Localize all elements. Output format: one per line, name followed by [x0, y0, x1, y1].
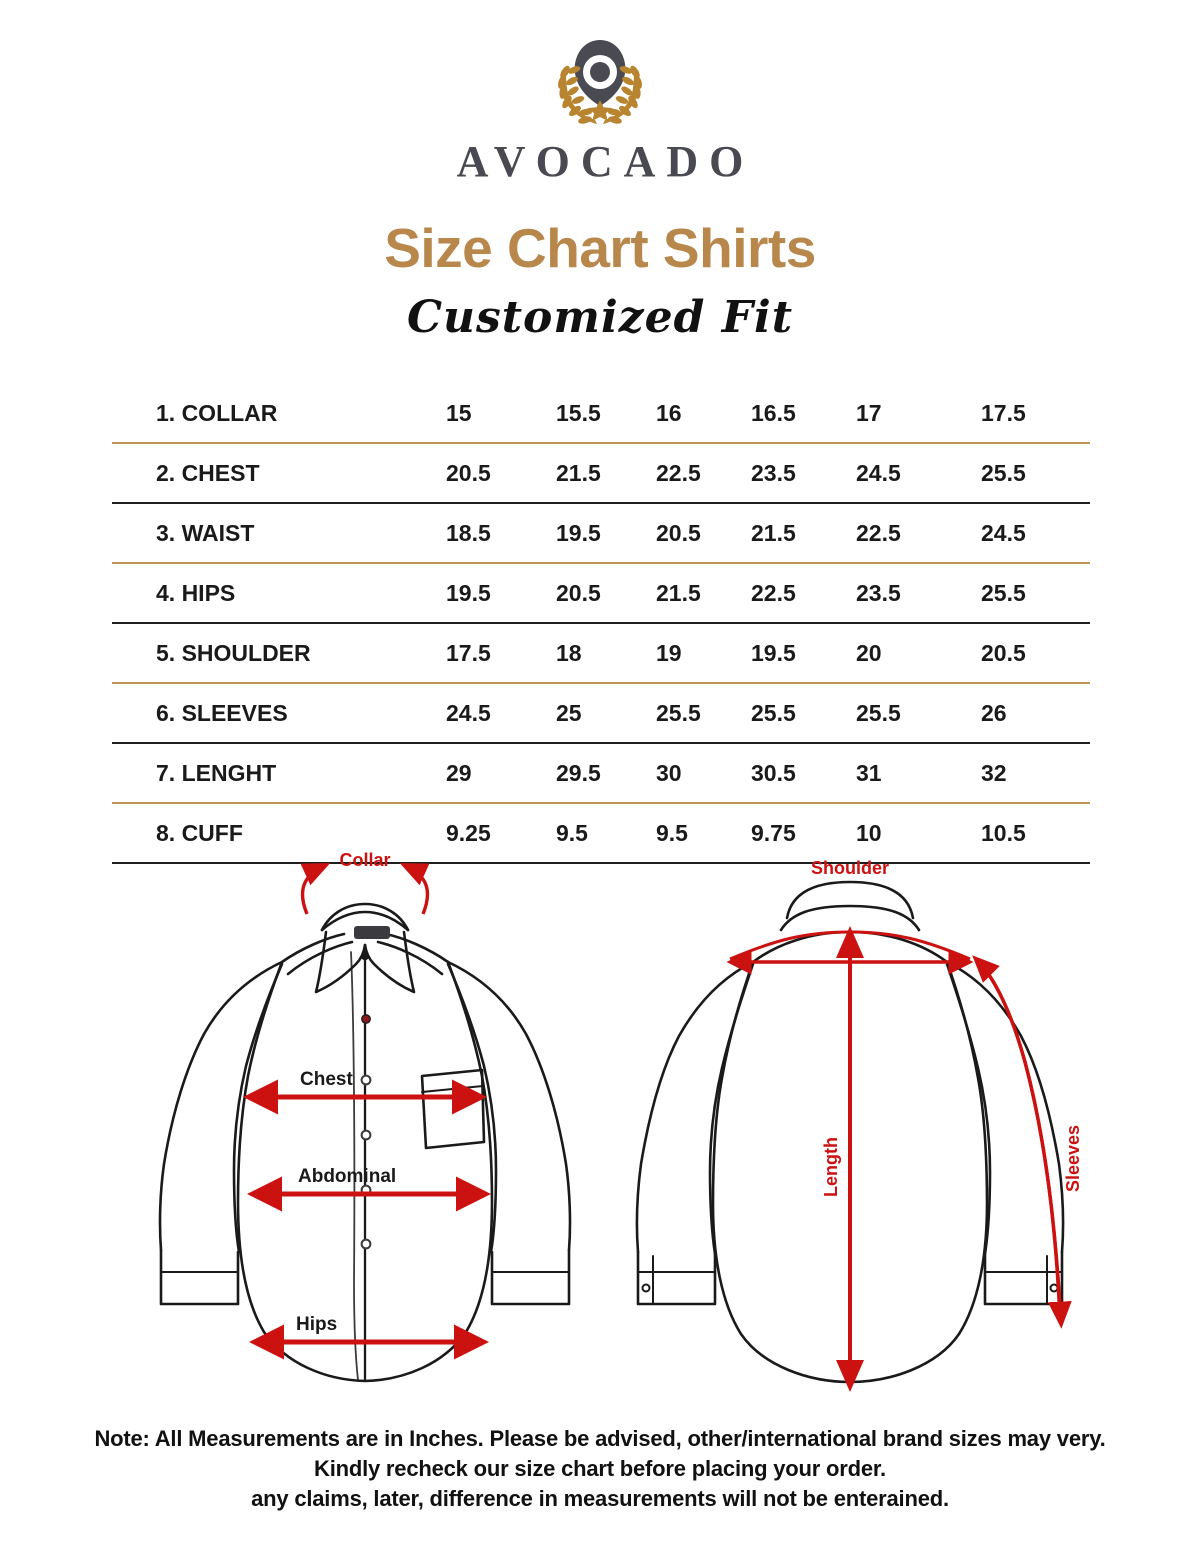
table-row: 1. COLLAR 15 15.5 16 16.5 17 17.5 — [112, 384, 1090, 444]
row-value: 21.5 — [751, 503, 856, 564]
page-title: Size Chart Shirts — [384, 217, 816, 279]
row-value: 22.5 — [856, 503, 981, 564]
avocado-laurel-logo-icon — [558, 40, 642, 124]
row-label: 5. SHOULDER — [112, 623, 446, 684]
row-value: 10.5 — [981, 803, 1090, 864]
row-value: 21.5 — [656, 563, 751, 624]
row-label: 1. COLLAR — [112, 384, 446, 444]
brand-header: AVOCADO — [0, 32, 1200, 187]
sleeves-measure-arrow-down — [975, 958, 1072, 1329]
row-value: 18.5 — [446, 503, 556, 564]
row-value: 20.5 — [556, 563, 656, 624]
row-value: 9.25 — [446, 803, 556, 864]
row-value: 17.5 — [981, 384, 1090, 444]
brand-name: AVOCADO — [456, 137, 755, 186]
row-value: 20.5 — [446, 443, 556, 504]
shoulder-label: Shoulder — [811, 858, 889, 878]
row-value: 15 — [446, 384, 556, 444]
row-value: 24.5 — [981, 503, 1090, 564]
row-value: 24.5 — [856, 443, 981, 504]
row-value: 29.5 — [556, 743, 656, 804]
table-row: 7. LENGHT 29 29.5 30 30.5 31 32 — [112, 743, 1090, 804]
row-label: 8. CUFF — [112, 803, 446, 864]
shirt-front-illustration: Collar Chest Abdominal Hips — [158, 852, 572, 1383]
collar-measure-arrows — [300, 863, 430, 915]
button-icon — [360, 1074, 372, 1086]
row-value: 30.5 — [751, 743, 856, 804]
row-label: 6. SLEEVES — [112, 683, 446, 744]
row-value: 22.5 — [656, 443, 751, 504]
row-value: 19.5 — [556, 503, 656, 564]
row-value: 9.5 — [656, 803, 751, 864]
shirt-back-diagram: Shoulder Length Sleeves — [605, 852, 1095, 1412]
row-label: 7. LENGHT — [112, 743, 446, 804]
row-value: 25.5 — [656, 683, 751, 744]
row-value: 17 — [856, 384, 981, 444]
row-value: 24.5 — [446, 683, 556, 744]
row-value: 25.5 — [981, 443, 1090, 504]
page-subtitle: Customized Fit — [406, 292, 794, 343]
row-value: 32 — [981, 743, 1090, 804]
note-line-2: Kindly recheck our size chart before pla… — [314, 1456, 886, 1481]
row-value: 15.5 — [556, 384, 656, 444]
button-icon — [360, 1129, 372, 1141]
button-icon — [360, 1238, 372, 1250]
abdominal-label: Abdominal — [298, 1166, 396, 1187]
row-value: 21.5 — [556, 443, 656, 504]
button-icon — [361, 1014, 371, 1024]
row-value: 17.5 — [446, 623, 556, 684]
note-line-3: any claims, later, difference in measure… — [251, 1486, 949, 1511]
row-value: 25.5 — [751, 683, 856, 744]
row-value: 25 — [556, 683, 656, 744]
size-chart-table: 1. COLLAR 15 15.5 16 16.5 17 17.5 2. CHE… — [112, 384, 1090, 864]
row-value: 22.5 — [751, 563, 856, 624]
row-value: 20 — [856, 623, 981, 684]
row-value: 19.5 — [446, 563, 556, 624]
row-label: 4. HIPS — [112, 563, 446, 624]
note-line-1: Note: All Measurements are in Inches. Pl… — [94, 1426, 1106, 1451]
row-label: 3. WAIST — [112, 503, 446, 564]
row-value: 23.5 — [751, 443, 856, 504]
row-value: 30 — [656, 743, 751, 804]
row-value: 25.5 — [856, 683, 981, 744]
row-value: 16 — [656, 384, 751, 444]
table-row: 5. SHOULDER 17.5 18 19 19.5 20 20.5 — [112, 623, 1090, 684]
row-value: 20.5 — [981, 623, 1090, 684]
row-value: 19 — [656, 623, 751, 684]
row-value: 10 — [856, 803, 981, 864]
row-value: 26 — [981, 683, 1090, 744]
row-value: 9.5 — [556, 803, 656, 864]
table-row: 2. CHEST 20.5 21.5 22.5 23.5 24.5 25.5 — [112, 443, 1090, 504]
shirt-back-illustration: Shoulder Length Sleeves — [635, 858, 1083, 1392]
row-value: 19.5 — [751, 623, 856, 684]
shirt-front-diagram: Collar Chest Abdominal Hips — [130, 852, 600, 1412]
measurement-diagrams: Collar Chest Abdominal Hips — [0, 852, 1200, 1412]
row-value: 20.5 — [656, 503, 751, 564]
sleeves-label: Sleeves — [1063, 1125, 1083, 1192]
row-value: 31 — [856, 743, 981, 804]
row-label: 2. CHEST — [112, 443, 446, 504]
collar-label: Collar — [339, 852, 390, 870]
row-value: 9.75 — [751, 803, 856, 864]
hips-label: Hips — [296, 1314, 337, 1335]
table-row: 6. SLEEVES 24.5 25 25.5 25.5 25.5 26 — [112, 683, 1090, 744]
collar-tab-icon — [354, 926, 390, 939]
row-value: 16.5 — [751, 384, 856, 444]
table-row: 4. HIPS 19.5 20.5 21.5 22.5 23.5 25.5 — [112, 563, 1090, 624]
button-icon — [360, 951, 370, 961]
row-value: 23.5 — [856, 563, 981, 624]
row-value: 25.5 — [981, 563, 1090, 624]
note-block: Note: All Measurements are in Inches. Pl… — [0, 1424, 1200, 1514]
chest-label: Chest — [300, 1069, 353, 1090]
row-value: 18 — [556, 623, 656, 684]
table-row: 8. CUFF 9.25 9.5 9.5 9.75 10 10.5 — [112, 803, 1090, 864]
length-label: Length — [821, 1137, 841, 1197]
table-row: 3. WAIST 18.5 19.5 20.5 21.5 22.5 24.5 — [112, 503, 1090, 564]
row-value: 29 — [446, 743, 556, 804]
